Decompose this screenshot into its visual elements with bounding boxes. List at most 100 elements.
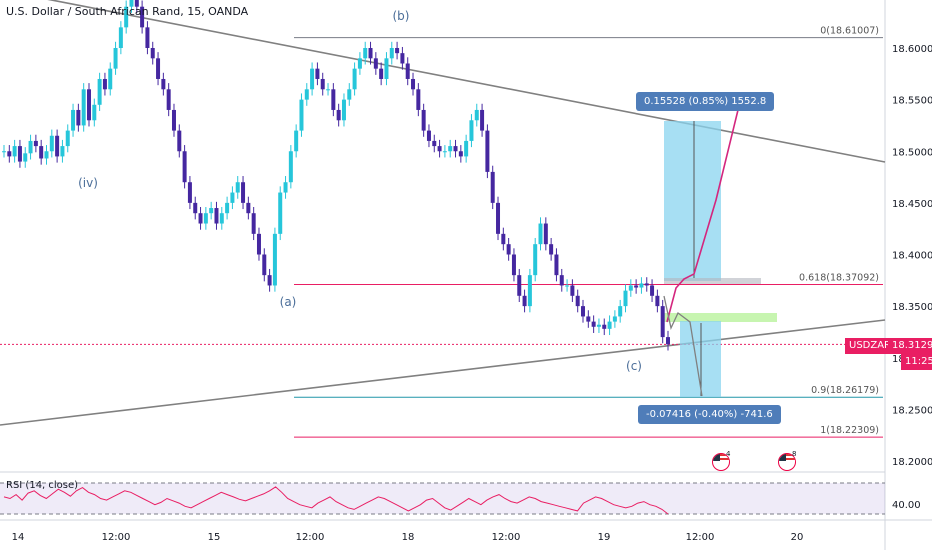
candle-body <box>124 6 129 28</box>
candle-body <box>304 89 309 100</box>
candle-body <box>256 233 261 255</box>
x-tick-label: 19 <box>598 532 611 543</box>
candle-body <box>214 208 219 224</box>
long-position-label: 0.15528 (0.85%) 1552.8 <box>636 92 775 111</box>
candle-body <box>368 48 373 59</box>
y-tick-label: 18.20000 <box>892 457 932 468</box>
candle-body <box>71 109 76 131</box>
entry-zone <box>664 278 761 284</box>
candle-body <box>108 68 113 90</box>
x-tick-label: 15 <box>208 532 221 543</box>
entry-zone-short <box>664 313 777 322</box>
candle-body <box>628 285 633 291</box>
candle-body <box>469 120 474 141</box>
wave-label: (b) <box>393 9 410 23</box>
candle-body <box>618 306 623 317</box>
candle-body <box>458 151 463 157</box>
candle-body <box>559 275 564 286</box>
fib-level-label: 0.9(18.26179) <box>811 385 879 396</box>
candle-body <box>33 140 38 147</box>
candle-body <box>442 151 447 153</box>
y-tick-label: 18.45000 <box>892 199 932 210</box>
candle-body <box>527 275 532 307</box>
candle-body <box>581 306 586 317</box>
candle-body <box>193 202 198 214</box>
rsi-y-tick: 40.00 <box>892 500 921 511</box>
candle-body <box>65 130 70 147</box>
candle-body <box>156 58 161 79</box>
x-tick-label: 20 <box>791 532 804 543</box>
candle-body <box>81 89 86 126</box>
candle-body <box>347 89 352 100</box>
candle-body <box>177 130 182 152</box>
fib-level-label: 1(18.22309) <box>820 425 879 436</box>
trendline-lower <box>0 319 886 426</box>
wave-label: (c) <box>626 359 642 373</box>
candle-body <box>634 285 639 288</box>
candle-body <box>299 99 304 131</box>
projection-up <box>666 109 739 323</box>
candle-body <box>129 0 134 7</box>
y-tick-label: 18.50000 <box>892 147 932 158</box>
rsi-line <box>3 486 669 515</box>
candle-body <box>607 321 612 329</box>
candle-body <box>405 63 410 79</box>
candle-body <box>145 27 150 48</box>
candle-body <box>426 130 431 141</box>
candle-body <box>230 192 235 203</box>
candle-body <box>113 48 118 69</box>
candle-body <box>448 146 453 152</box>
candle-body <box>310 68 315 90</box>
candle-body <box>60 146 65 157</box>
us-flag-event-icon[interactable] <box>712 453 730 471</box>
symbol-title: U.S. Dollar / South African Rand, 15, OA… <box>6 5 249 18</box>
candle-body <box>209 208 214 214</box>
candle-body <box>453 146 458 152</box>
event-count-4: 4 <box>726 450 731 458</box>
x-tick-label: 12:00 <box>296 532 325 543</box>
candle-body <box>336 109 341 121</box>
trendline-upper <box>47 0 886 163</box>
x-tick-label: 12:00 <box>686 532 715 543</box>
candle-body <box>7 151 12 157</box>
candle-body <box>666 337 670 345</box>
countdown-tag: 11:25 <box>901 354 932 370</box>
candle-body <box>373 58 378 69</box>
candle-body <box>182 151 187 183</box>
candle-body <box>150 48 155 59</box>
event-count-8: 8 <box>792 450 797 458</box>
candle-body <box>55 135 60 157</box>
candle-body <box>421 109 426 131</box>
candle-body <box>97 78 102 105</box>
candle-body <box>198 213 203 224</box>
x-tick-label: 12:00 <box>102 532 131 543</box>
candle-body <box>602 324 607 329</box>
y-tick-label: 18.35000 <box>892 302 932 313</box>
candle-body <box>44 151 49 159</box>
candle-body <box>86 89 91 121</box>
candle-body <box>379 68 384 79</box>
candle-body <box>278 192 283 234</box>
candle-body <box>411 78 416 90</box>
projection-down <box>663 295 703 397</box>
candle-body <box>596 324 601 327</box>
candle-body <box>352 68 357 90</box>
us-flag-event-icon[interactable] <box>778 453 796 471</box>
candle-body <box>554 254 559 276</box>
candle-body <box>639 283 644 288</box>
candle-body <box>331 89 336 110</box>
candle-body <box>575 295 580 307</box>
candle-body <box>474 109 479 121</box>
y-tick-label: 18.55000 <box>892 96 932 107</box>
candle-body <box>384 58 389 79</box>
candle-body <box>432 140 437 147</box>
candle-body <box>570 285 575 296</box>
candle-body <box>161 78 166 90</box>
current-price-symbol-tag: USDZAR <box>845 338 896 354</box>
candle-body <box>140 6 145 28</box>
long-target-zone <box>664 121 721 281</box>
candle-body <box>506 244 511 255</box>
candle-body <box>326 89 331 91</box>
